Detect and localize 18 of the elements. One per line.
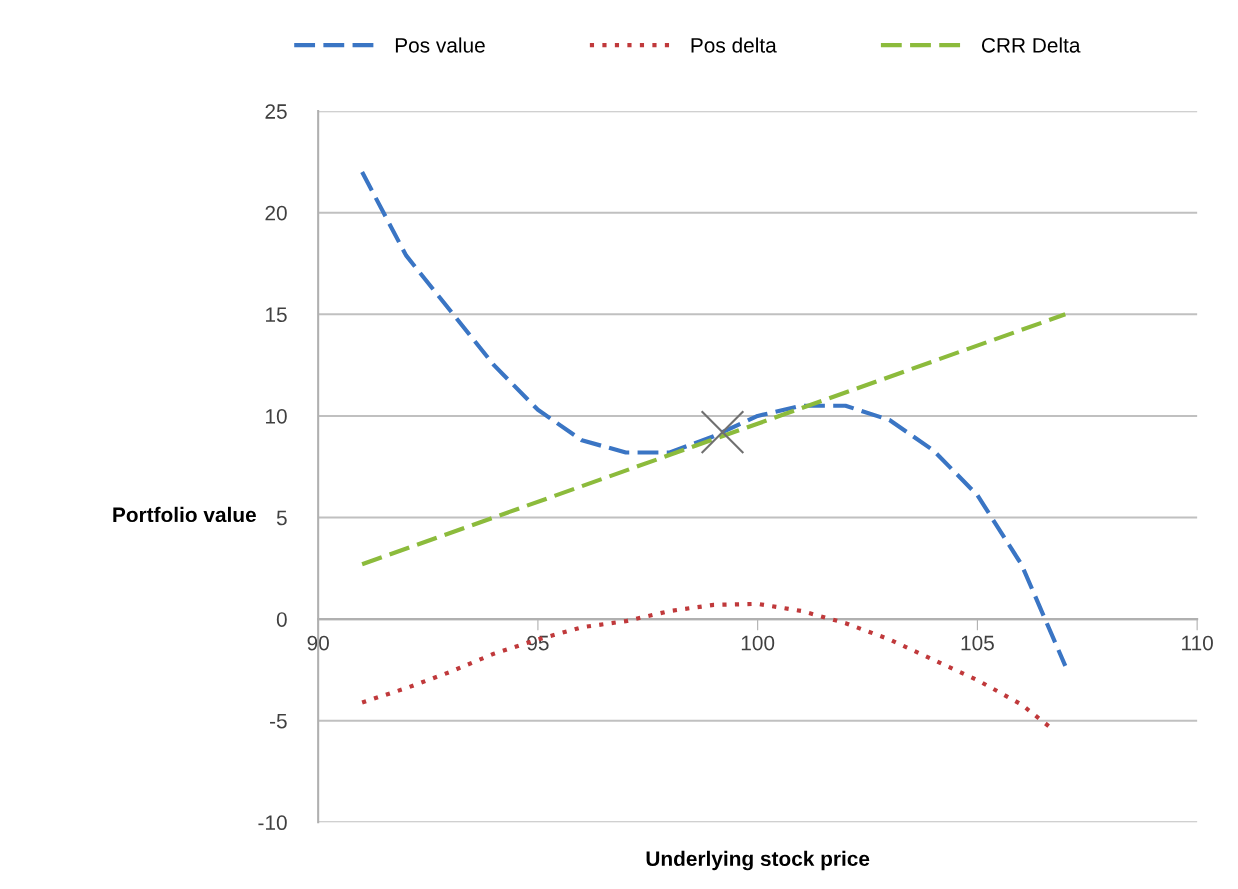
x-tick-label: 110 <box>1182 635 1213 651</box>
legend-label: CRR Delta <box>981 37 1081 53</box>
y-tick-label: 15 <box>266 307 287 323</box>
legend-label: Pos value <box>395 37 485 53</box>
y-tick-label: 5 <box>276 510 287 526</box>
x-tick-label: 90 <box>307 635 329 651</box>
y-tick-label: -5 <box>270 713 287 729</box>
legend-label: Pos delta <box>691 37 777 53</box>
y-tick-label: -10 <box>258 815 287 831</box>
y-tick-label: 10 <box>266 408 287 424</box>
x-tick-label: 100 <box>741 635 775 651</box>
y-tick-label: 20 <box>265 205 287 221</box>
x-tick-label: 105 <box>961 635 994 651</box>
line-series <box>360 169 1068 668</box>
y-tick-label: 0 <box>276 612 287 627</box>
y-tick-label: 25 <box>265 104 287 119</box>
y-axis-title: Portfolio value <box>113 506 256 523</box>
x-axis-title: Underlying stock price <box>646 850 870 871</box>
